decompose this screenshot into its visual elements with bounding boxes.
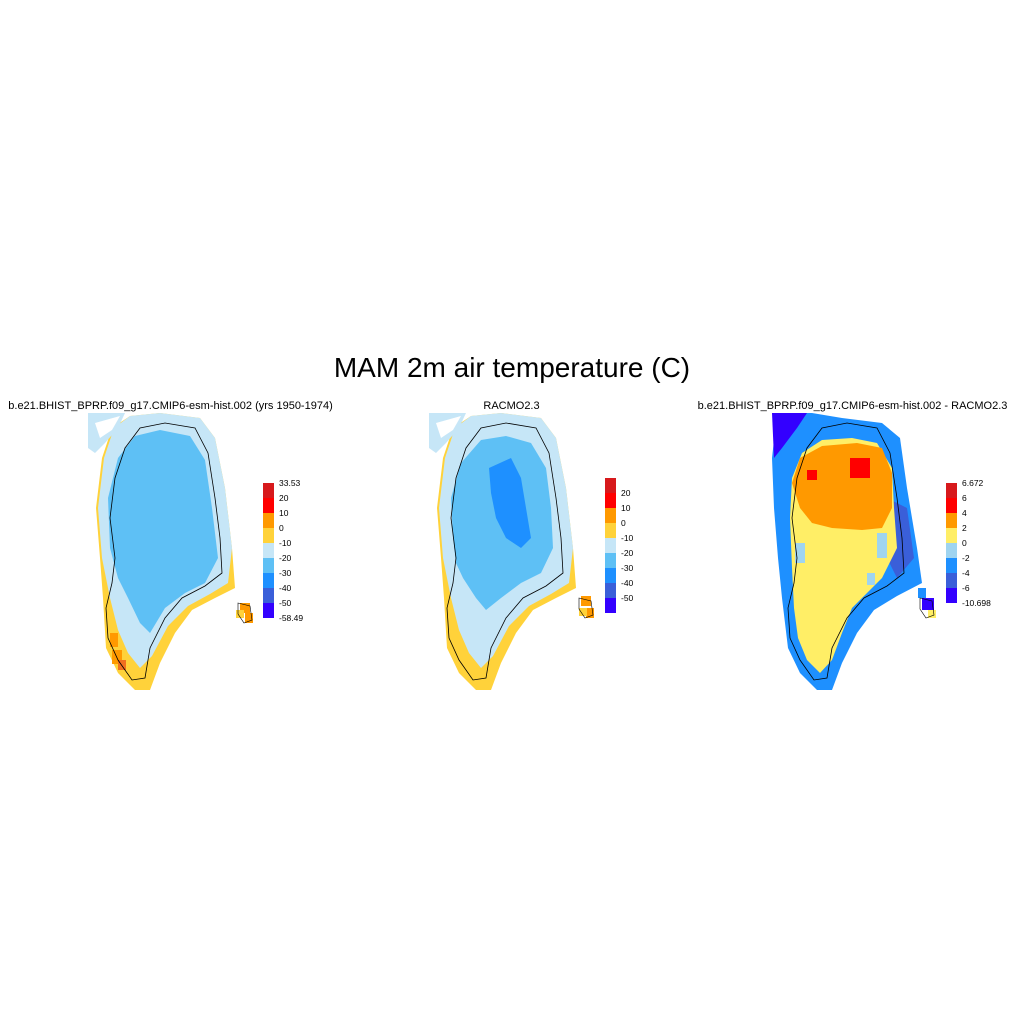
difference-map-panel: b.e21.BHIST_BPRP.f09_g17.CMIP6-esm-hist.… [682,398,1023,698]
colorbar-label: 6 [962,493,967,503]
colorbar-label: 0 [279,523,284,533]
colorbar-label: 10 [621,503,631,513]
colorbar-swatch [605,493,616,508]
colorbar-swatch [263,483,274,498]
colorbar-label: -30 [621,563,634,573]
greenland-map [88,413,253,690]
colorbar-label: -50 [279,598,292,608]
colorbar-swatch [263,513,274,528]
panel-title: b.e21.BHIST_BPRP.f09_g17.CMIP6-esm-hist.… [8,400,333,412]
colorbar-swatch [605,553,616,568]
colorbar-label: -10.698 [962,598,991,608]
colorbar-label: 10 [279,508,289,518]
colorbar-swatch [263,558,274,573]
colorbar-label: 0 [621,518,626,528]
colorbar-label: 6.672 [962,478,984,488]
colorbar-swatch [605,568,616,583]
panel-title: RACMO2.3 [483,400,540,412]
colorbar-swatch [946,528,957,543]
colorbar-swatch [946,483,957,498]
colorbar-label: -58.49 [279,613,304,623]
colorbar-swatch [946,588,957,603]
greenland-map [772,413,936,690]
colorbar-label: -4 [962,568,970,578]
colorbar-label: 20 [621,488,631,498]
colorbar-label: -20 [621,548,634,558]
colorbar-label: 2 [962,523,967,533]
colorbar-label: -20 [279,553,292,563]
colorbar-swatch [605,538,616,553]
colorbar-label: -2 [962,553,970,563]
figure-title: MAM 2m air temperature (C) [333,352,691,383]
colorbar-swatch [263,543,274,558]
colorbar-swatch [263,588,274,603]
colorbar-label: 0 [962,538,967,548]
colorbar-swatch [263,528,274,543]
colorbar-swatch [605,598,616,613]
colorbar-label: -6 [962,583,970,593]
colorbar-label: -50 [621,593,634,603]
colorbar-label: 4 [962,508,967,518]
colorbar-swatch [946,558,957,573]
colorbar-label: -40 [621,578,634,588]
colorbar-label: -30 [279,568,292,578]
colorbar-swatch [605,478,616,493]
colorbar-swatch [263,573,274,588]
observation-map-panel: RACMO2.3 20 10 0 -10 -20 -30 -40 -50 [341,398,682,698]
panel-title: b.e21.BHIST_BPRP.f09_g17.CMIP6-esm-hist.… [697,400,1008,412]
model-map-panel: b.e21.BHIST_BPRP.f09_g17.CMIP6-esm-hist.… [0,398,341,698]
colorbar-swatch [946,543,957,558]
greenland-map [429,413,594,690]
colorbar-swatch [605,583,616,598]
colorbar-label: -10 [621,533,634,543]
colorbar-label: 20 [279,493,289,503]
colorbar-label: -40 [279,583,292,593]
colorbar-swatch [263,603,274,618]
colorbar-swatch [263,498,274,513]
colorbar-swatch [946,498,957,513]
colorbar-label: -10 [279,538,292,548]
colorbar-swatch [946,573,957,588]
colorbar-swatch [946,513,957,528]
colorbar-swatch [605,523,616,538]
colorbar-swatch [605,508,616,523]
colorbar-label: 33.53 [279,478,301,488]
